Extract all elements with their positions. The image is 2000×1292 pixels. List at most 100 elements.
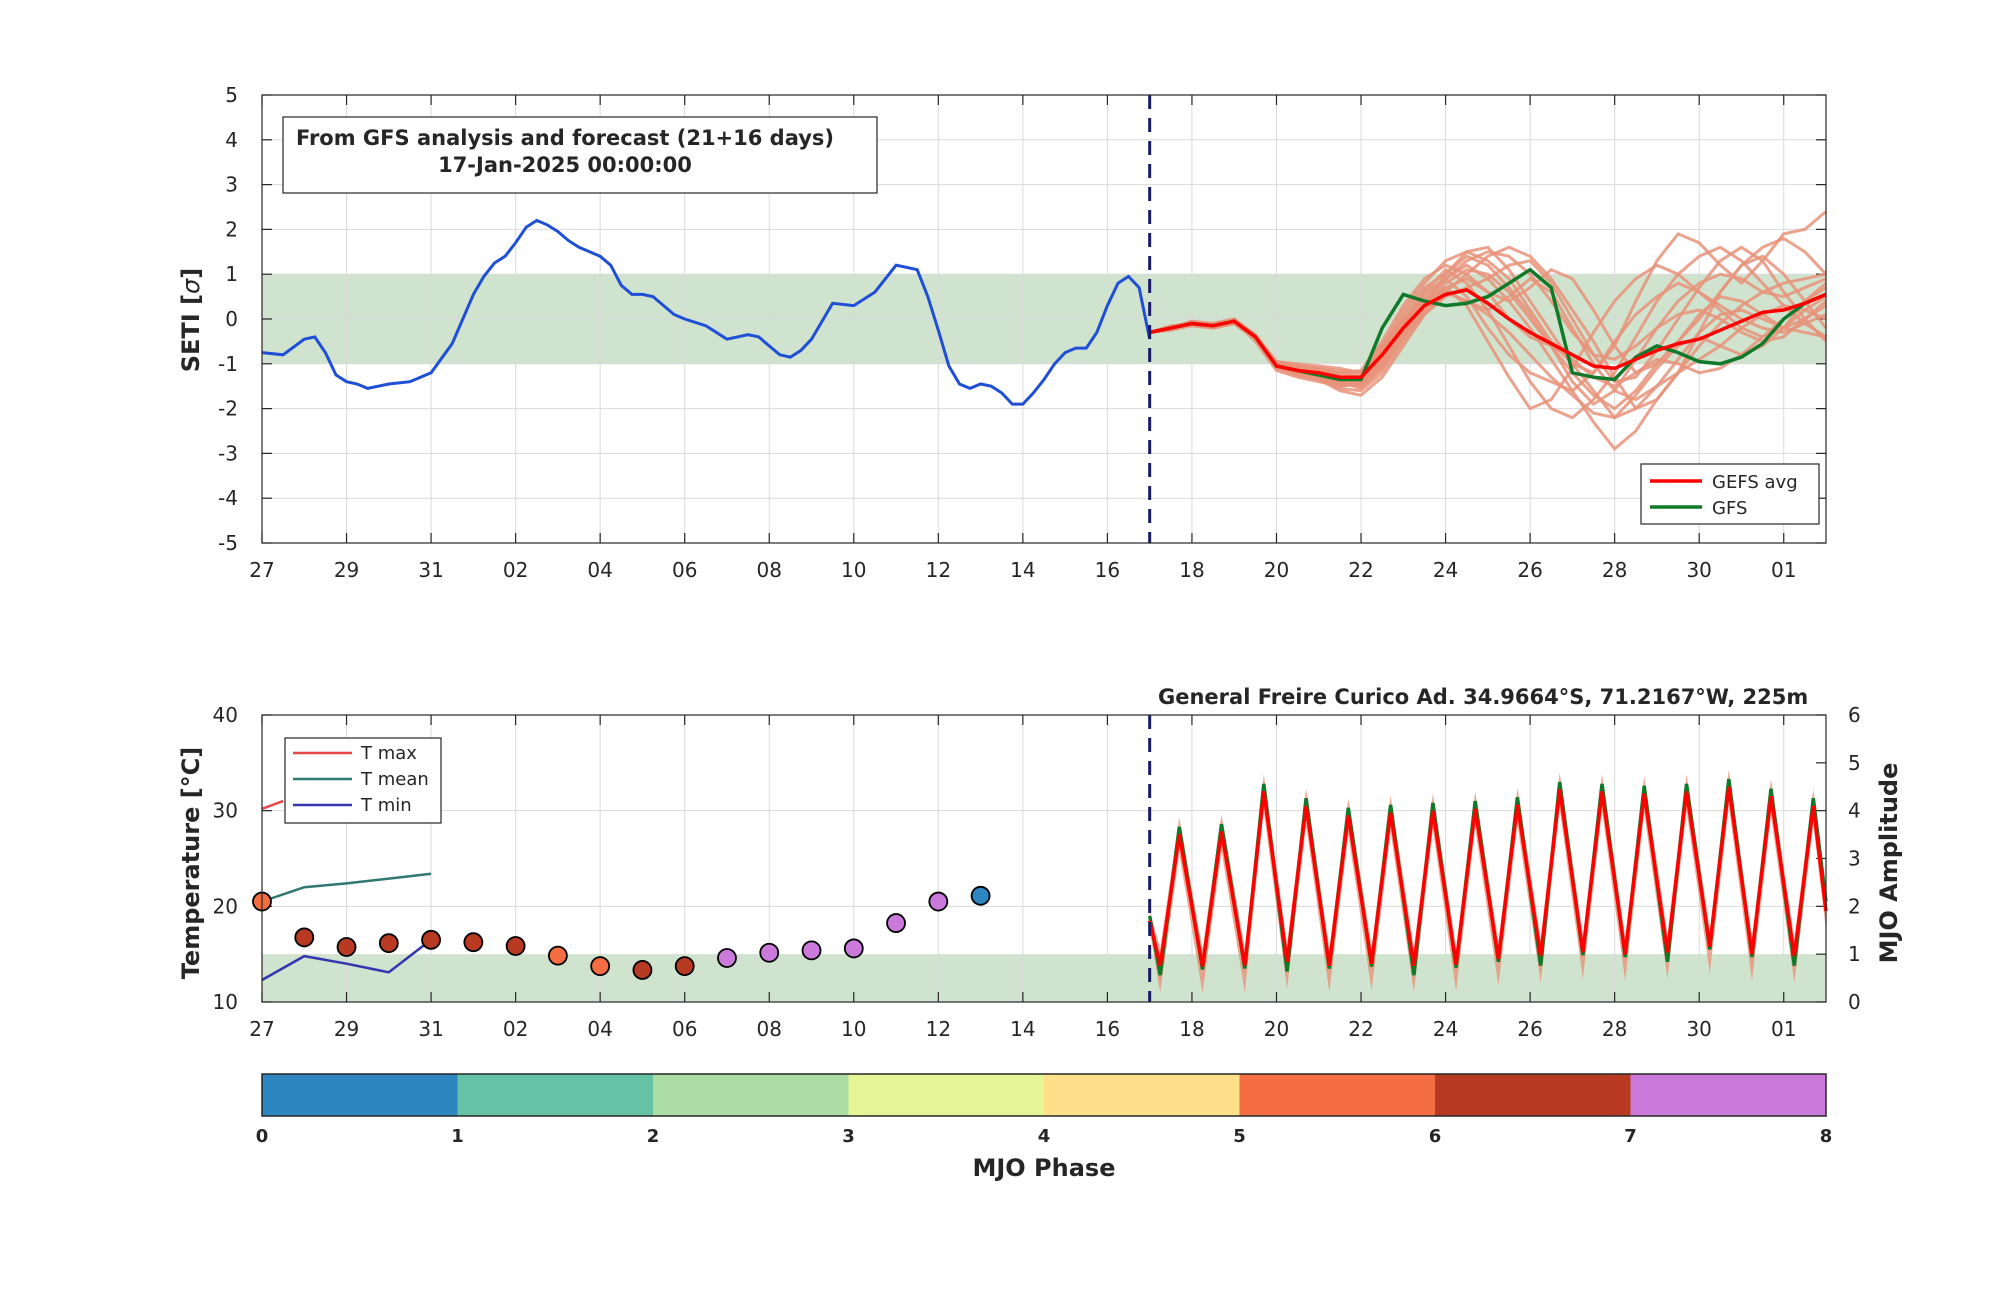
right-y-tick-label: 2 bbox=[1848, 894, 1861, 918]
right-y-tick-label: 4 bbox=[1848, 799, 1861, 823]
colorbar-tick-label: 0 bbox=[256, 1126, 269, 1147]
temperature-axes-frame bbox=[261, 714, 1827, 1003]
info-box: From GFS analysis and forecast (21+16 da… bbox=[282, 116, 878, 194]
colorbar-label: MJO Phase bbox=[972, 1154, 1115, 1182]
y-tick-label: -4 bbox=[218, 486, 238, 510]
mjo-point bbox=[590, 956, 611, 977]
colorbar-segment bbox=[262, 1074, 458, 1116]
x-tick-label: 02 bbox=[503, 558, 528, 582]
x-tick-label: 31 bbox=[418, 558, 443, 582]
colorbar-tick-label: 5 bbox=[1233, 1126, 1246, 1147]
x-tick-label: 26 bbox=[1517, 558, 1542, 582]
mjo-point bbox=[674, 956, 695, 977]
colorbar-segment bbox=[457, 1074, 654, 1116]
colorbar-segment bbox=[1239, 1074, 1436, 1116]
y-tick-label: 5 bbox=[225, 83, 238, 107]
x-tick-label: 10 bbox=[841, 1017, 866, 1041]
seti-y-tick-labels: 5 4 3 2 1 0 -1 -2 -3 -4 -5 bbox=[218, 83, 238, 555]
gefs-avg-series-line bbox=[1149, 288, 1827, 379]
x-tick-label: 01 bbox=[1771, 1017, 1796, 1041]
mjo-point bbox=[294, 927, 315, 948]
x-tick-label: 31 bbox=[418, 1017, 443, 1041]
x-tick-label: 06 bbox=[672, 558, 697, 582]
x-tick-label: 16 bbox=[1095, 1017, 1120, 1041]
right-y-tick-label: 5 bbox=[1848, 751, 1861, 775]
mjo-amplitude-band bbox=[262, 954, 1826, 1002]
y-tick-label: 10 bbox=[213, 990, 238, 1014]
right-y-tick-label: 1 bbox=[1848, 942, 1861, 966]
x-tick-label: 12 bbox=[926, 558, 951, 582]
colorbar-segment bbox=[1435, 1074, 1631, 1116]
x-tick-label: 29 bbox=[334, 558, 359, 582]
x-tick-label: 20 bbox=[1264, 1017, 1289, 1041]
mjo-points bbox=[252, 885, 991, 980]
x-tick-label: 08 bbox=[757, 1017, 782, 1041]
t-mean-series-line bbox=[261, 872, 432, 903]
y-tick-label: -3 bbox=[218, 441, 238, 465]
y-tick-label: 2 bbox=[225, 217, 238, 241]
temperature-legend: T max T mean T min bbox=[284, 737, 442, 824]
x-tick-label: 08 bbox=[757, 558, 782, 582]
y-tick-label: 3 bbox=[225, 173, 238, 197]
temperature-x-tick-labels: 27 29 31 02 04 06 08 10 12 14 16 18 20 22 24 26 28 30 01 bbox=[249, 1017, 1796, 1041]
info-box-line-1: From GFS analysis and forecast (21+16 da… bbox=[296, 126, 834, 150]
mjo-point bbox=[801, 940, 822, 961]
colorbar-tick-label: 7 bbox=[1624, 1126, 1637, 1147]
x-tick-label: 29 bbox=[334, 1017, 359, 1041]
colorbar-segment bbox=[848, 1074, 1045, 1116]
x-tick-label: 27 bbox=[249, 1017, 274, 1041]
mjo-phase-colorbar: 0 1 2 3 4 5 6 7 8 MJO Phase bbox=[256, 1073, 1833, 1182]
mjo-amplitude-axis-label: MJO Amplitude bbox=[1875, 763, 1903, 964]
mjo-point bbox=[336, 937, 357, 957]
mjo-amplitude-tick-labels: 6 5 4 3 2 1 0 bbox=[1848, 703, 1861, 1014]
colorbar-tick-label: 4 bbox=[1038, 1126, 1051, 1147]
seti-legend: GEFS avg GFS bbox=[1640, 463, 1820, 525]
x-tick-label: 14 bbox=[1010, 558, 1035, 582]
x-tick-label: 04 bbox=[587, 558, 612, 582]
colorbar-segment bbox=[1044, 1074, 1240, 1116]
legend-t-min-label: T min bbox=[360, 795, 412, 816]
forecast-gefs-avg-temperature-line bbox=[1147, 786, 1828, 967]
mjo-point bbox=[547, 945, 568, 966]
temperature-y-tick-labels: 40 30 20 10 bbox=[213, 703, 238, 1014]
y-tick-label: 4 bbox=[225, 128, 238, 152]
x-tick-label: 14 bbox=[1010, 1017, 1035, 1041]
x-tick-label: 30 bbox=[1686, 558, 1711, 582]
x-tick-label: 12 bbox=[926, 1017, 951, 1041]
x-tick-label: 16 bbox=[1095, 558, 1120, 582]
x-tick-label: 10 bbox=[841, 558, 866, 582]
seti-axes-frame bbox=[261, 94, 1827, 544]
x-tick-label: 18 bbox=[1179, 1017, 1204, 1041]
x-tick-label: 28 bbox=[1602, 1017, 1627, 1041]
x-tick-label: 30 bbox=[1686, 1017, 1711, 1041]
y-tick-label: 0 bbox=[225, 307, 238, 331]
x-tick-label: 20 bbox=[1264, 558, 1289, 582]
colorbar-tick-labels: 0 1 2 3 4 5 6 7 8 bbox=[256, 1126, 1833, 1147]
mjo-point bbox=[843, 938, 864, 959]
legend-t-mean-label: T mean bbox=[360, 769, 429, 790]
mjo-point bbox=[378, 933, 399, 954]
analysis-series-line bbox=[261, 218, 1152, 406]
mjo-point bbox=[928, 891, 949, 912]
colorbar-tick-label: 6 bbox=[1429, 1126, 1442, 1147]
legend-gfs-label: GFS bbox=[1712, 498, 1747, 519]
mjo-point bbox=[463, 932, 484, 953]
mjo-point bbox=[970, 885, 991, 906]
t-max-series-line bbox=[261, 799, 284, 810]
right-y-tick-label: 0 bbox=[1848, 990, 1861, 1014]
x-tick-label: 27 bbox=[249, 558, 274, 582]
y-tick-label: 40 bbox=[213, 703, 238, 727]
colorbar-tick-label: 1 bbox=[451, 1126, 464, 1147]
colorbar-tick-label: 3 bbox=[842, 1126, 855, 1147]
x-tick-label: 18 bbox=[1179, 558, 1204, 582]
x-tick-label: 28 bbox=[1602, 558, 1627, 582]
mjo-point bbox=[505, 936, 526, 956]
x-tick-label: 22 bbox=[1348, 1017, 1373, 1041]
x-tick-label: 24 bbox=[1433, 558, 1458, 582]
y-tick-label: 1 bbox=[225, 262, 238, 286]
colorbar-tick-label: 2 bbox=[647, 1126, 660, 1147]
t-min-series-line bbox=[261, 938, 432, 982]
mjo-point bbox=[632, 960, 653, 980]
colorbar-tick-label: 8 bbox=[1820, 1126, 1833, 1147]
